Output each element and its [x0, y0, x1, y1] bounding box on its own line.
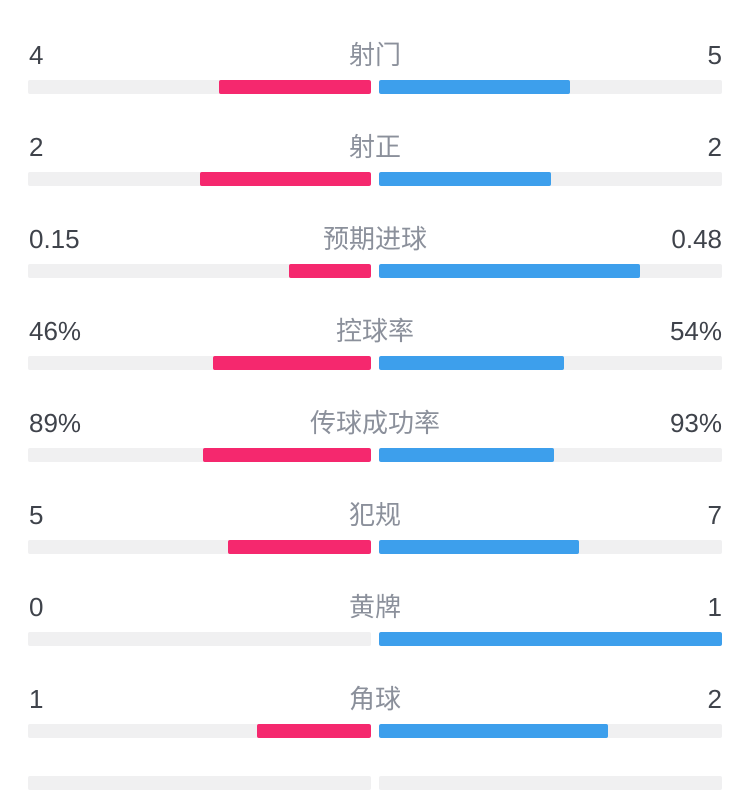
home-track — [28, 540, 371, 554]
home-track — [28, 172, 371, 186]
away-bar — [379, 172, 551, 186]
away-bar — [379, 448, 555, 462]
stat-row: 1 角球 2 — [0, 684, 750, 738]
away-value: 2 — [707, 132, 722, 162]
home-value: 89% — [29, 408, 82, 438]
stat-label: 角球 — [348, 684, 401, 714]
home-bar — [203, 448, 371, 462]
stat-row-header: 5 犯规 7 — [0, 500, 750, 530]
away-value: 1 — [707, 592, 722, 622]
away-track — [379, 776, 722, 790]
away-track — [379, 264, 722, 278]
home-track — [28, 448, 371, 462]
away-value: 2 — [707, 684, 722, 714]
home-value: 4 — [29, 40, 44, 70]
stat-bar-area — [28, 724, 722, 738]
stat-bar-area — [28, 448, 722, 462]
away-track — [379, 448, 722, 462]
stat-row-header: 0.15 预期进球 0.48 — [0, 224, 750, 254]
home-track — [28, 80, 371, 94]
home-bar — [289, 264, 371, 278]
stat-row: 0.15 预期进球 0.48 — [0, 224, 750, 278]
stat-row-header: 0 黄牌 1 — [0, 592, 750, 622]
away-track — [379, 632, 722, 646]
away-track — [379, 540, 722, 554]
away-track — [379, 724, 722, 738]
away-value: 0.48 — [671, 224, 722, 254]
stat-label: 射门 — [348, 40, 401, 70]
home-value: 1 — [29, 684, 44, 714]
stat-bar-area — [28, 172, 722, 186]
home-track — [28, 632, 371, 646]
away-bar — [379, 724, 608, 738]
stat-row: 4 射门 5 — [0, 40, 750, 94]
stat-label: 射正 — [348, 132, 401, 162]
home-track — [28, 264, 371, 278]
stat-label: 传球成功率 — [309, 408, 440, 438]
home-value: 5 — [29, 500, 44, 530]
home-bar — [213, 356, 371, 370]
stat-row-header: 4 射门 5 — [0, 40, 750, 70]
home-bar — [256, 724, 371, 738]
stat-label: 犯规 — [348, 500, 401, 530]
stat-label: 黄牌 — [348, 592, 401, 622]
away-track — [379, 80, 722, 94]
stat-row: 5 犯规 7 — [0, 500, 750, 554]
away-bar — [379, 356, 565, 370]
away-value: 54% — [669, 316, 722, 346]
away-bar — [379, 540, 580, 554]
stat-label: 控球率 — [335, 316, 414, 346]
stat-row: 46% 控球率 54% — [0, 316, 750, 370]
home-value: 0 — [29, 592, 44, 622]
stat-row: 89% 传球成功率 93% — [0, 408, 750, 462]
home-track — [28, 356, 371, 370]
home-track — [28, 724, 371, 738]
stat-row-header: 46% 控球率 54% — [0, 316, 750, 346]
stat-row-header: 89% 传球成功率 93% — [0, 408, 750, 438]
away-bar — [379, 632, 722, 646]
away-track — [379, 172, 722, 186]
stat-row-header: 1 角球 2 — [0, 684, 750, 714]
home-value: 2 — [29, 132, 44, 162]
away-bar — [379, 264, 641, 278]
stat-bar-area — [28, 540, 722, 554]
next-row-track-partial — [28, 776, 722, 790]
stat-bar-area — [28, 356, 722, 370]
stat-bar-area — [28, 632, 722, 646]
stat-row-header: 2 射正 2 — [0, 132, 750, 162]
away-bar — [379, 80, 570, 94]
stat-row: 2 射正 2 — [0, 132, 750, 186]
home-value: 46% — [29, 316, 82, 346]
home-bar — [228, 540, 371, 554]
stat-bar-area — [28, 264, 722, 278]
away-track — [379, 356, 722, 370]
home-track — [28, 776, 371, 790]
home-bar — [199, 172, 371, 186]
home-value: 0.15 — [29, 224, 80, 254]
home-bar — [218, 80, 371, 94]
stat-bar-area — [28, 80, 722, 94]
stat-label: 预期进球 — [322, 224, 427, 254]
away-value: 5 — [707, 40, 722, 70]
stat-row: 0 黄牌 1 — [0, 592, 750, 646]
away-value: 7 — [707, 500, 722, 530]
away-value: 93% — [669, 408, 722, 438]
